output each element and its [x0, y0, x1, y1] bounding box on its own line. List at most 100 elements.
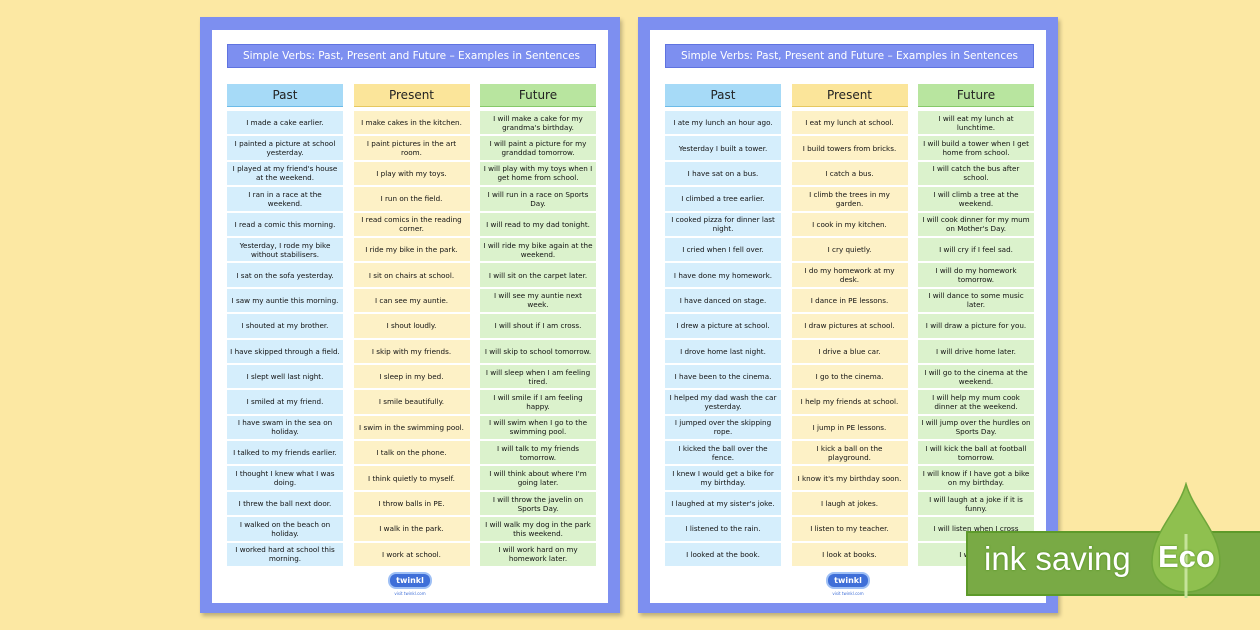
worksheet-title: Simple Verbs: Past, Present and Future –… — [227, 44, 596, 68]
sentence-cell: I cooked pizza for dinner last night. — [665, 212, 781, 236]
column-future: Future I will eat my lunch at lunchtime. I… — [918, 84, 1034, 567]
twinkl-logo: twinkl — [826, 572, 870, 589]
worksheet-title: Simple Verbs: Past, Present and Future –… — [665, 44, 1034, 68]
footer: twinkl visit twinkl.com — [212, 572, 608, 596]
sentence-cell: I laughed at my sister's joke. — [665, 491, 781, 516]
column-present: Present I make cakes in the kitchen. I pai… — [353, 84, 470, 567]
sentence-cell: I will help my mum cook dinner at the we… — [918, 390, 1034, 414]
sentence-cell: I made a cake earlier. — [227, 111, 343, 135]
sentence-cell: I shout loudly. — [353, 314, 470, 338]
twinkl-logo: twinkl — [388, 572, 432, 589]
sentence-cell: I think quietly to myself. — [353, 466, 470, 490]
sentence-cell: I will know if I have got a bike on my b… — [918, 466, 1034, 490]
sentence-cell: I have swam in the sea on holiday. — [227, 415, 343, 440]
sentence-cell: I kick a ball on the playground. — [791, 441, 908, 465]
sentence-cell: Yesterday, I rode my bike without stabil… — [227, 237, 343, 262]
sentence-cell: I will swim when I go to the swimming po… — [480, 415, 596, 440]
sentence-cell: I smile beautifully. — [353, 390, 470, 414]
column-past: Past I made a cake earlier. I painted a pi… — [227, 84, 343, 567]
sentence-cell: I will ride my bike again at the weekend… — [480, 237, 596, 262]
sentence-cell: I will go to the cinema at the weekend. — [918, 364, 1034, 389]
sentence-cell: I shouted at my brother. — [227, 314, 343, 338]
sentence-cell: I sat on the sofa yesterday. — [227, 263, 343, 287]
sentence-cell: Yesterday I built a tower. — [665, 136, 781, 160]
sentence-cell: I listen to my teacher. — [791, 517, 908, 541]
sentence-cell: I will dance to some music later. — [918, 288, 1034, 313]
sentence-cell: I read a comic this morning. — [227, 212, 343, 236]
footer: twinkl visit twinkl.com — [650, 572, 1046, 596]
column-future: Future I will make a cake for my grandma'… — [480, 84, 596, 567]
sentence-cell: I ride my bike in the park. — [353, 237, 470, 262]
column-present: Present I eat my lunch at school. I build … — [791, 84, 908, 567]
sentence-cell: I run on the field. — [353, 187, 470, 211]
sentence-cell: I play with my toys. — [353, 161, 470, 186]
sentence-cell: I climbed a tree earlier. — [665, 187, 781, 211]
sentence-cell: I can see my auntie. — [353, 288, 470, 313]
sentence-cell: I catch a bus. — [791, 161, 908, 186]
sentence-cell: I cried when I fell over. — [665, 237, 781, 262]
sentence-cell: I will catch the bus after school. — [918, 161, 1034, 186]
sentence-cell: I cry quietly. — [791, 237, 908, 262]
sentence-cell: I know it's my birthday soon. — [791, 466, 908, 490]
worksheet-1: Simple Verbs: Past, Present and Future –… — [200, 17, 620, 613]
sentence-cell: I have been to the cinema. — [665, 364, 781, 389]
sentence-cell: I have skipped through a field. — [227, 339, 343, 363]
column-header-future: Future — [480, 84, 596, 107]
column-past: Past I ate my lunch an hour ago. Yesterday… — [665, 84, 781, 567]
sentence-cell: I will see my auntie next week. — [480, 288, 596, 313]
leaf-icon — [1151, 482, 1221, 598]
sentence-cell: I build towers from bricks. — [791, 136, 908, 160]
sentence-cell: I helped my dad wash the car yesterday. — [665, 390, 781, 414]
sentence-cell: I will think about where I'm going later… — [480, 466, 596, 490]
sentence-cell: I painted a picture at school yesterday. — [227, 136, 343, 160]
sentence-cell: I help my friends at school. — [791, 390, 908, 414]
column-header-past: Past — [665, 84, 781, 107]
sentence-cell: I will read to my dad tonight. — [480, 212, 596, 236]
sentence-cell: I ran in a race at the weekend. — [227, 187, 343, 211]
eco-label: Eco — [1158, 539, 1215, 574]
sentence-cell: I drove home last night. — [665, 339, 781, 363]
sentence-cell: I will draw a picture for you. — [918, 314, 1034, 338]
sentence-cell: I will paint a picture for my granddad t… — [480, 136, 596, 160]
column-header-future: Future — [918, 84, 1034, 107]
sentence-cell: I will walk my dog in the park this week… — [480, 517, 596, 541]
sentence-cell: I will skip to school tomorrow. — [480, 339, 596, 363]
sentence-cell: I will work hard on my homework later. — [480, 542, 596, 567]
sentence-cell: I jump in PE lessons. — [791, 415, 908, 440]
worksheet-2: Simple Verbs: Past, Present and Future –… — [638, 17, 1058, 613]
sentence-cell: I work at school. — [353, 542, 470, 567]
sentence-cell: I ate my lunch an hour ago. — [665, 111, 781, 135]
sentence-cell: I dance in PE lessons. — [791, 288, 908, 313]
sentence-cell: I slept well last night. — [227, 364, 343, 389]
sentence-cell: I will cry if I feel sad. — [918, 237, 1034, 262]
sentence-cell: I will jump over the hurdles on Sports D… — [918, 415, 1034, 440]
sentence-cell: I go to the cinema. — [791, 364, 908, 389]
sentence-cell: I will build a tower when I get home fro… — [918, 136, 1034, 160]
sentence-cell: I jumped over the skipping rope. — [665, 415, 781, 440]
sentence-cell: I make cakes in the kitchen. — [353, 111, 470, 135]
column-header-present: Present — [353, 84, 470, 107]
sentence-cell: I will smile if I am feeling happy. — [480, 390, 596, 414]
sentence-cell: I drew a picture at school. — [665, 314, 781, 338]
sentence-cell: I do my homework at my desk. — [791, 263, 908, 287]
sentence-cell: I threw the ball next door. — [227, 491, 343, 516]
sentence-cell: I looked at the book. — [665, 542, 781, 567]
sentence-cell: I climb the trees in my garden. — [791, 187, 908, 211]
sentence-cell: I draw pictures at school. — [791, 314, 908, 338]
sentence-cell: I will do my homework tomorrow. — [918, 263, 1034, 287]
sentence-cell: I cook in my kitchen. — [791, 212, 908, 236]
sentence-cell: I laugh at jokes. — [791, 491, 908, 516]
sentence-cell: I will talk to my friends tomorrow. — [480, 441, 596, 465]
column-header-past: Past — [227, 84, 343, 107]
sentence-cell: I walk in the park. — [353, 517, 470, 541]
sentence-cell: I talked to my friends earlier. — [227, 441, 343, 465]
sentence-cell: I have danced on stage. — [665, 288, 781, 313]
sentence-cell: I have sat on a bus. — [665, 161, 781, 186]
sentence-cell: I will climb a tree at the weekend. — [918, 187, 1034, 211]
column-header-present: Present — [791, 84, 908, 107]
sentence-cell: I will eat my lunch at lunchtime. — [918, 111, 1034, 135]
worksheet-paper: Simple Verbs: Past, Present and Future –… — [212, 30, 608, 603]
sentence-cell: I will laugh at a joke if it is funny. — [918, 491, 1034, 516]
sentence-cell: I played at my friend's house at the wee… — [227, 161, 343, 186]
sentence-cell: I will cook dinner for my mum on Mother'… — [918, 212, 1034, 236]
